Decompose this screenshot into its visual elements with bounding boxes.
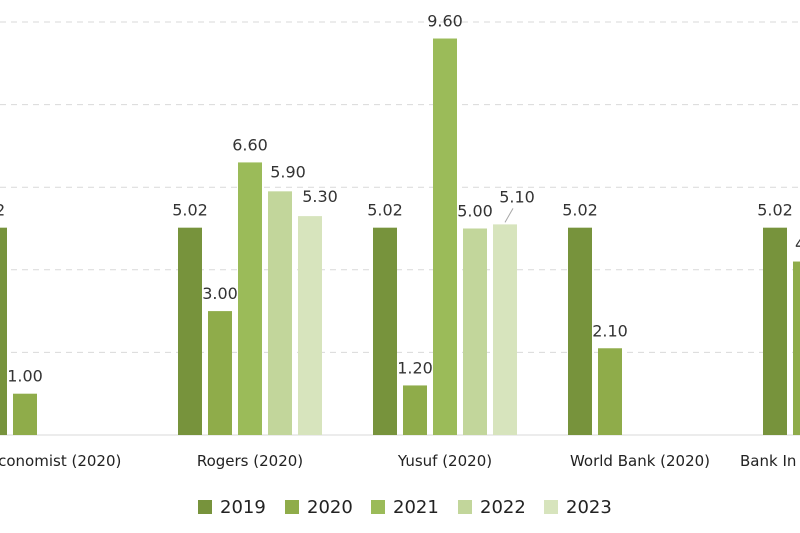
data-label: 2.10 xyxy=(592,321,628,340)
data-label: 5.02 xyxy=(562,201,598,220)
bar-2019 xyxy=(178,227,202,435)
bar-2023 xyxy=(298,216,322,435)
bar-2019 xyxy=(568,227,592,435)
bar-2021 xyxy=(433,38,457,436)
data-label: 9.60 xyxy=(427,12,463,31)
legend-item: 2023 xyxy=(544,490,612,524)
bar-2020 xyxy=(13,393,37,435)
bar-2020 xyxy=(793,261,800,435)
data-label: 3.00 xyxy=(202,284,238,303)
legend-swatch xyxy=(544,500,558,514)
category-label: Rogers (2020) xyxy=(197,452,303,470)
gridlines xyxy=(0,21,800,353)
legend-swatch xyxy=(285,500,299,514)
legend-item: 2020 xyxy=(285,490,353,524)
data-label: 1.20 xyxy=(397,358,433,377)
bars xyxy=(0,38,800,436)
legend-label: 2022 xyxy=(480,496,526,518)
legend-label: 2019 xyxy=(220,496,266,518)
bar-2020 xyxy=(598,348,622,435)
data-label: 5.00 xyxy=(457,202,493,221)
legend-swatch xyxy=(371,500,385,514)
legend-swatch xyxy=(198,500,212,514)
leader-lines xyxy=(504,208,514,223)
data-label: 02 xyxy=(0,201,5,220)
category-labels: Economist (2020) Rogers (2020) Yusuf (2020… xyxy=(0,452,796,470)
data-label: 6.60 xyxy=(232,135,268,154)
bar-2019 xyxy=(763,227,787,435)
bar-2019 xyxy=(373,227,397,435)
category-label: Economist (2020) xyxy=(0,452,121,470)
legend-swatch xyxy=(458,500,472,514)
bar-chart: 02 1.00 5.02 3.00 6.605.90 5.30 5.02 1.20 9.60 5.… xyxy=(0,12,800,470)
legend: 2019 2020 2021 2022 2023 xyxy=(0,490,800,524)
legend-item: 2021 xyxy=(371,490,439,524)
leader-line xyxy=(504,208,514,223)
category-label: World Bank (2020) xyxy=(570,452,710,470)
legend-item: 2022 xyxy=(458,490,526,524)
data-label: 1.00 xyxy=(7,367,43,386)
data-label: 5.10 xyxy=(499,187,535,206)
data-label: 5.02 xyxy=(757,201,793,220)
legend-item: 2019 xyxy=(198,490,266,524)
bar-2019 xyxy=(0,227,7,435)
category-label: Yusuf (2020) xyxy=(397,452,492,470)
bar-2022 xyxy=(268,191,292,435)
data-label: 5.30 xyxy=(302,187,338,206)
bar-2020 xyxy=(403,385,427,435)
bar-2020 xyxy=(208,311,232,435)
legend-label: 2021 xyxy=(393,496,439,518)
legend-label: 2023 xyxy=(566,496,612,518)
data-label: 5.02 xyxy=(367,201,403,220)
bar-2021 xyxy=(238,162,262,436)
bar-2022 xyxy=(463,228,487,435)
legend-label: 2020 xyxy=(307,496,353,518)
data-label: 5.02 xyxy=(172,201,208,220)
data-label: 5.90 xyxy=(270,162,306,181)
category-label: Bank In xyxy=(740,452,796,470)
data-labels: 02 1.00 5.02 3.00 6.605.90 5.30 5.02 1.20 9.60 5.… xyxy=(0,12,800,386)
data-label: 4. xyxy=(795,235,800,254)
bar-2023 xyxy=(493,224,517,435)
